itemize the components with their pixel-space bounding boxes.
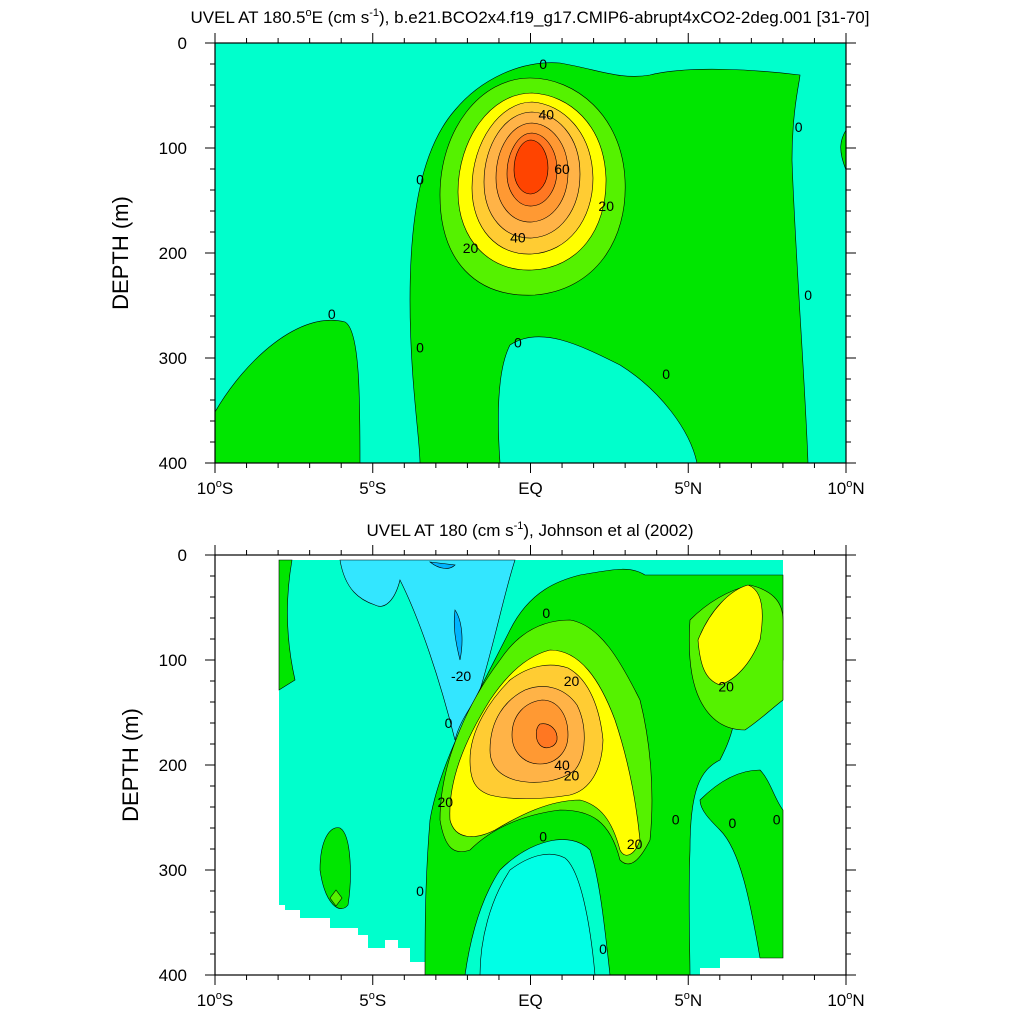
y-tick-label: 200 <box>159 244 187 263</box>
negative-region-upper <box>339 559 516 741</box>
x-tick-number: 5 <box>359 991 368 1010</box>
contour-label: 20 <box>627 836 643 852</box>
contour-label: 40 <box>554 757 570 773</box>
contour-label: 60 <box>554 161 570 177</box>
left-positive-blob-core <box>329 889 343 907</box>
x-tick-degree: o <box>846 990 852 1002</box>
x-tick-number: 5 <box>674 479 683 498</box>
y-tick-label: 300 <box>159 861 187 880</box>
bottom-contour-fill <box>278 559 784 975</box>
contour-label: 0 <box>542 605 550 621</box>
x-tick-degree: o <box>216 478 222 490</box>
bottom-contour-panel: UVEL AT 180 (cm s-1), Johnson et al (200… <box>118 520 865 1010</box>
x-tick-degree: o <box>369 990 375 1002</box>
x-tick-hemisphere: N <box>852 991 864 1010</box>
x-tick-number: 5 <box>359 479 368 498</box>
top-contour-labels: 0 40 0 0 60 20 40 20 0 0 0 0 0 <box>328 56 812 382</box>
contour-label: 0 <box>445 715 453 731</box>
contour-label: 0 <box>416 340 424 356</box>
negative-core-upper-2 <box>428 561 456 569</box>
x-tick-degree: o <box>216 990 222 1002</box>
contour-label: 0 <box>599 941 607 957</box>
x-tick-hemisphere: S <box>222 991 233 1010</box>
contour-label: -20 <box>451 668 471 684</box>
x-tick-label: 10oS <box>197 990 233 1010</box>
x-tick-number: EQ <box>518 479 543 498</box>
x-tick-number: EQ <box>518 991 543 1010</box>
x-tick-label: 5oN <box>674 478 702 498</box>
x-tick-degree: o <box>684 478 690 490</box>
y-tick-label: 0 <box>178 546 187 565</box>
x-tick-label: 10oN <box>827 990 864 1010</box>
x-tick-degree: o <box>846 478 852 490</box>
contour-label: 0 <box>662 366 670 382</box>
contour-label: 0 <box>672 812 680 828</box>
contour-label: 20 <box>598 198 614 214</box>
x-tick-label: 10oS <box>197 478 233 498</box>
x-tick-number: 10 <box>827 991 846 1010</box>
contour-label: 20 <box>438 794 454 810</box>
contour-label: 0 <box>539 56 547 72</box>
right-positive-tongue <box>699 769 784 959</box>
contour-label: 20 <box>463 240 479 256</box>
x-tick-number: 10 <box>197 479 216 498</box>
top-panel-title: UVEL AT 180.5oE (cm s-1), b.e21.BCO2x4.f… <box>191 7 870 27</box>
contour-label: 40 <box>510 229 526 245</box>
contour-label: 0 <box>795 119 803 135</box>
contour-label: 40 <box>538 106 554 122</box>
y-tick-label: 300 <box>159 349 187 368</box>
contour-label: 20 <box>564 673 580 689</box>
top-y-axis-title: DEPTH (m) <box>108 196 133 310</box>
bottom-y-axis-title: DEPTH (m) <box>118 708 143 822</box>
contour-fill-70 <box>513 139 549 195</box>
x-tick-number: 10 <box>827 479 846 498</box>
contour-label: 0 <box>729 815 737 831</box>
x-tick-label: 5oS <box>359 478 386 498</box>
y-tick-label: 400 <box>159 966 187 985</box>
x-tick-hemisphere: N <box>690 479 702 498</box>
contour-label: 0 <box>773 812 781 828</box>
contour-fill-core <box>535 723 558 749</box>
x-tick-label: 5oS <box>359 990 386 1010</box>
x-tick-hemisphere: N <box>690 991 702 1010</box>
contour-label: 0 <box>539 828 547 844</box>
y-tick-label: 0 <box>178 34 187 53</box>
x-tick-number: 10 <box>197 991 216 1010</box>
negative-region-lower <box>479 854 596 975</box>
contour-label: 0 <box>514 334 522 350</box>
contour-label: 0 <box>804 287 812 303</box>
left-positive-patch <box>278 559 296 691</box>
contour-label: 0 <box>416 172 424 188</box>
x-tick-degree: o <box>684 990 690 1002</box>
y-tick-label: 200 <box>159 756 187 775</box>
y-tick-label: 100 <box>159 651 187 670</box>
x-tick-label: 10oN <box>827 478 864 498</box>
contour-label: 20 <box>718 678 734 694</box>
x-tick-number: 5 <box>674 991 683 1010</box>
x-tick-hemisphere: N <box>852 479 864 498</box>
left-positive-blob <box>319 827 351 909</box>
x-tick-hemisphere: S <box>375 479 386 498</box>
top-contour-fill <box>215 43 846 463</box>
y-tick-label: 100 <box>159 139 187 158</box>
contour-label: 20 <box>564 768 580 784</box>
x-tick-label: 5oN <box>674 990 702 1010</box>
x-tick-label: EQ <box>518 991 543 1010</box>
top-contour-panel: UVEL AT 180.5oE (cm s-1), b.e21.BCO2x4.f… <box>108 7 869 498</box>
x-tick-degree: o <box>369 478 375 490</box>
contour-fill-20-right <box>697 584 763 686</box>
x-tick-label: EQ <box>518 479 543 498</box>
contour-label: 0 <box>416 883 424 899</box>
contour-label: 0 <box>328 306 336 322</box>
negative-core-upper <box>453 609 463 661</box>
bottom-panel-title: UVEL AT 180 (cm s-1), Johnson et al (200… <box>367 520 694 540</box>
x-tick-hemisphere: S <box>375 991 386 1010</box>
x-tick-hemisphere: S <box>222 479 233 498</box>
y-tick-label: 400 <box>159 454 187 473</box>
